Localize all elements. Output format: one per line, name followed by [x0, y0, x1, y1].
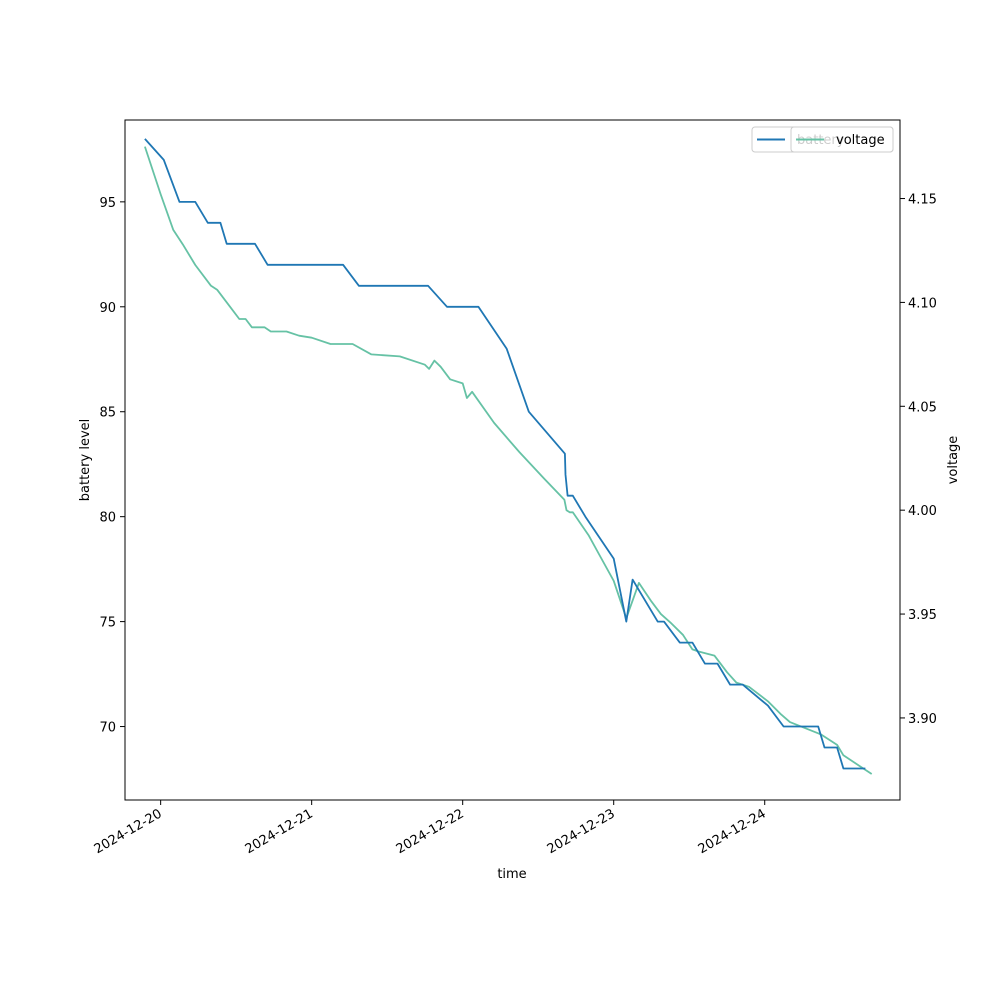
x-tick-label: 2024-12-23: [545, 806, 618, 857]
x-axis-label: time: [497, 867, 526, 882]
y-right-tick-label: 3.90: [908, 712, 937, 727]
y-left-tick-label: 85: [99, 406, 116, 421]
y-right-tick-label: 4.10: [908, 296, 937, 311]
y-axis-left: 70 75 80 85 90 95: [99, 196, 125, 736]
voltage-legend-box: [790, 126, 894, 153]
y-axis-right: 3.90 3.95 4.00 4.05 4.10 4.15: [900, 193, 937, 727]
voltage-legend: voltage: [790, 126, 894, 153]
y-axis-right-label: voltage: [946, 436, 961, 485]
battery-line: [144, 138, 866, 770]
voltage-legend-label: voltage: [836, 133, 885, 148]
y-right-tick-label: 4.05: [908, 400, 937, 415]
plot-area-frame: [124, 119, 901, 801]
y-axis-left-label: battery level: [78, 419, 93, 502]
y-right-tick-label: 4.15: [908, 193, 937, 208]
x-tick-label: 2024-12-21: [243, 806, 316, 857]
voltage-series: [144, 146, 873, 775]
y-right-tick-label: 4.00: [908, 504, 937, 519]
y-left-tick-label: 80: [99, 511, 116, 526]
x-axis: 2024-12-20 2024-12-21 2024-12-22 2024-12-23…: [92, 800, 769, 857]
x-tick-label: 2024-12-24: [696, 806, 769, 857]
y-left-tick-label: 70: [99, 721, 116, 736]
y-left-tick-label: 75: [99, 616, 116, 631]
x-tick-label: 2024-12-22: [394, 806, 467, 857]
y-right-tick-label: 3.95: [908, 608, 937, 623]
y-left-tick-label: 95: [99, 196, 116, 211]
y-left-tick-label: 90: [99, 301, 116, 316]
legends: batteryvoltage: [751, 126, 894, 153]
voltage-line: [144, 146, 873, 775]
x-tick-label: 2024-12-20: [92, 806, 165, 857]
battery-series: [144, 138, 866, 770]
